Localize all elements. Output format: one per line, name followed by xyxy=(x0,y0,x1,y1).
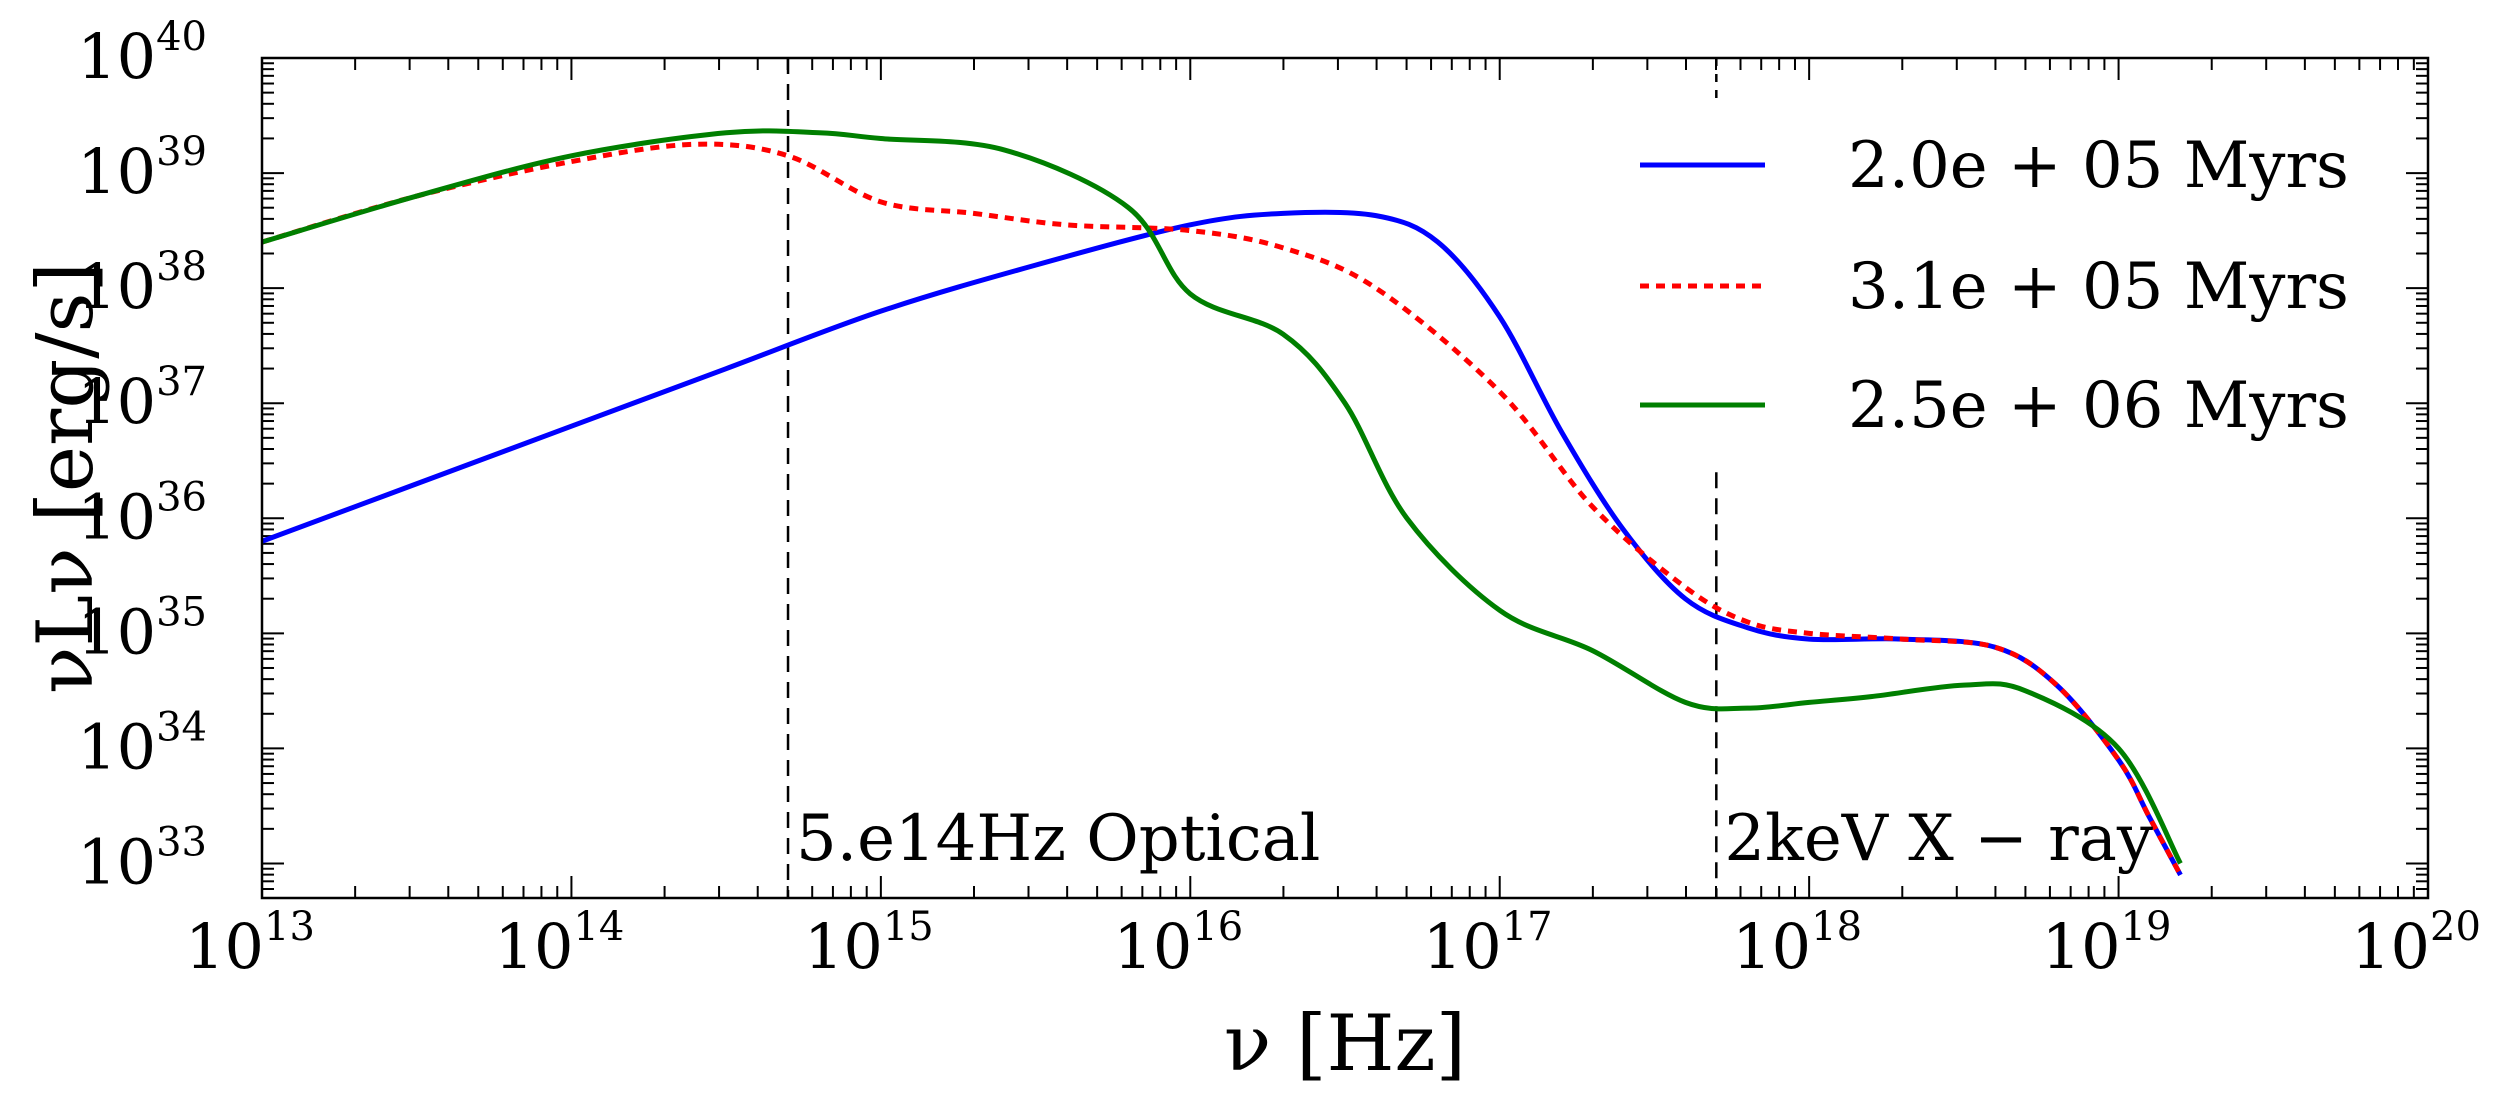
y-tick-label: 1040 xyxy=(77,14,207,93)
x-tick-label: 1013 xyxy=(185,904,315,983)
legend-label-series-3: 2.5e + 06 Myrs xyxy=(1848,369,2349,443)
y-axis-label: νLν [erg/s] xyxy=(21,262,111,694)
y-tick-label: 1035 xyxy=(77,589,207,668)
optical-line-label: 5.e14Hz Optical xyxy=(796,802,1320,876)
series-lines xyxy=(262,128,2183,877)
x-tick-label: 1019 xyxy=(2042,904,2172,983)
y-tick-label: 1037 xyxy=(77,359,207,438)
x-tick-label: 1018 xyxy=(1732,904,1862,983)
plot-frame xyxy=(260,56,2430,900)
x-tick-label: 1017 xyxy=(1423,904,1553,983)
x-tick-label: 1014 xyxy=(495,904,625,983)
legend-label-series-2: 3.1e + 05 Myrs xyxy=(1848,250,2349,324)
y-tick-label: 1034 xyxy=(77,704,207,783)
xray-line-label: 2keV X − ray xyxy=(1724,802,2153,876)
reference-lines xyxy=(786,58,1718,898)
legend-label-series-1: 2.0e + 05 Myrs xyxy=(1848,129,2349,203)
y-tick-label: 1036 xyxy=(77,474,207,553)
y-tick-label: 1033 xyxy=(77,819,207,898)
series-line-1 xyxy=(262,209,2183,877)
y-tick-label: 1038 xyxy=(77,244,207,323)
x-tick-labels: 1013 1014 1015 1016 1017 1018 1019 1020 xyxy=(185,904,2481,983)
y-tick-label: 1039 xyxy=(77,129,207,208)
series-line-3 xyxy=(262,128,2183,865)
x-tick-label: 1015 xyxy=(804,904,934,983)
y-tick-labels: 1033 1034 1035 1036 1037 1038 1039 1040 xyxy=(77,14,207,898)
legend: 2.0e + 05 Myrs 3.1e + 05 Myrs 2.5e + 06 … xyxy=(1640,129,2349,443)
x-tick-label: 1020 xyxy=(2351,904,2481,983)
x-axis-label: ν [Hz] xyxy=(1224,999,1466,1089)
x-tick-label: 1016 xyxy=(1113,904,1243,983)
tick-marks xyxy=(261,58,2428,898)
